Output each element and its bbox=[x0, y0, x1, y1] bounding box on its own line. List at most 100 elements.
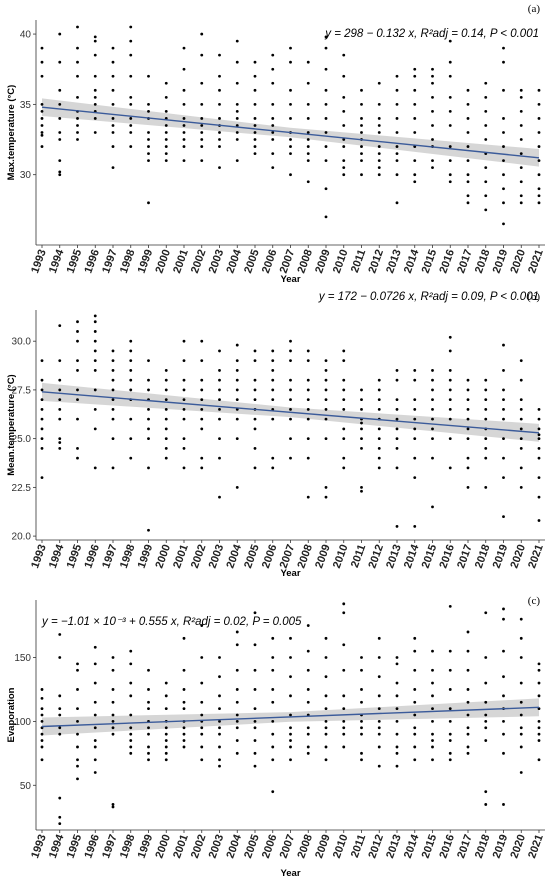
data-point bbox=[360, 489, 363, 493]
data-point bbox=[235, 39, 239, 43]
data-point bbox=[413, 456, 417, 460]
data-point bbox=[537, 427, 541, 431]
data-point bbox=[58, 398, 62, 402]
data-point bbox=[413, 74, 417, 78]
data-point bbox=[502, 803, 505, 806]
data-point bbox=[519, 194, 523, 198]
data-point bbox=[289, 388, 292, 392]
data-point bbox=[147, 668, 150, 672]
data-point bbox=[342, 173, 346, 177]
data-point bbox=[306, 700, 310, 704]
data-point bbox=[466, 180, 470, 184]
data-point bbox=[484, 790, 488, 794]
data-point bbox=[431, 378, 434, 382]
data-point bbox=[377, 707, 381, 711]
data-point bbox=[431, 417, 434, 421]
data-point bbox=[58, 388, 62, 392]
panel-label: (b) bbox=[527, 291, 540, 303]
panel-label: (a) bbox=[528, 3, 541, 15]
data-point bbox=[58, 713, 62, 717]
data-point bbox=[289, 713, 292, 717]
data-point bbox=[235, 60, 239, 64]
data-point bbox=[235, 485, 239, 489]
data-point bbox=[271, 53, 275, 57]
data-point bbox=[40, 696, 44, 700]
data-point bbox=[395, 466, 399, 470]
data-point bbox=[431, 719, 434, 723]
data-point bbox=[93, 681, 97, 685]
y-axis-label: Evaporation bbox=[6, 687, 17, 742]
data-point bbox=[466, 427, 470, 431]
data-point bbox=[218, 388, 221, 392]
data-point bbox=[182, 707, 186, 711]
data-point bbox=[182, 159, 186, 163]
data-point bbox=[76, 95, 79, 99]
data-point bbox=[342, 145, 346, 148]
data-point bbox=[466, 732, 470, 736]
data-point bbox=[253, 152, 257, 155]
data-point bbox=[306, 751, 310, 755]
data-point bbox=[448, 417, 452, 421]
data-point bbox=[58, 707, 62, 711]
data-point bbox=[271, 102, 275, 106]
data-point bbox=[448, 60, 452, 64]
data-point bbox=[537, 408, 541, 411]
data-point bbox=[147, 466, 150, 470]
y-tick-label: 35 bbox=[20, 100, 32, 111]
data-point bbox=[502, 388, 505, 392]
data-point bbox=[519, 88, 523, 92]
data-point bbox=[235, 388, 239, 392]
data-point bbox=[377, 81, 381, 85]
data-point bbox=[413, 173, 417, 177]
data-point bbox=[271, 378, 275, 382]
data-point bbox=[484, 681, 488, 685]
data-point bbox=[484, 208, 488, 212]
regression-line bbox=[41, 706, 540, 728]
data-point bbox=[448, 758, 452, 762]
data-point bbox=[395, 398, 399, 402]
data-point bbox=[377, 145, 381, 148]
data-point bbox=[218, 408, 221, 411]
data-point bbox=[147, 700, 150, 704]
data-point bbox=[58, 633, 62, 636]
data-point bbox=[58, 417, 62, 421]
data-point bbox=[76, 117, 79, 120]
data-point bbox=[147, 437, 150, 441]
data-point bbox=[484, 437, 488, 441]
data-point bbox=[306, 624, 310, 627]
data-point bbox=[502, 46, 505, 50]
data-point bbox=[342, 643, 346, 647]
data-point bbox=[519, 745, 523, 749]
data-point bbox=[93, 339, 97, 343]
data-point bbox=[93, 39, 97, 43]
data-point bbox=[466, 456, 470, 460]
data-point bbox=[164, 145, 168, 148]
data-point bbox=[76, 719, 79, 723]
data-point bbox=[431, 388, 434, 392]
data-point bbox=[289, 417, 292, 421]
data-point bbox=[253, 707, 257, 711]
data-point bbox=[448, 349, 452, 353]
data-point bbox=[360, 700, 363, 704]
data-point bbox=[93, 131, 97, 134]
x-tick-label: 2021 bbox=[526, 248, 546, 275]
data-point bbox=[147, 102, 150, 106]
data-point bbox=[537, 194, 541, 198]
data-point bbox=[360, 398, 363, 402]
data-point bbox=[76, 369, 79, 372]
data-point bbox=[306, 417, 310, 421]
data-point bbox=[40, 476, 44, 480]
data-point bbox=[182, 417, 186, 421]
data-point bbox=[58, 159, 62, 163]
data-point bbox=[395, 681, 399, 685]
data-point bbox=[164, 758, 168, 762]
data-point bbox=[200, 417, 204, 421]
data-point bbox=[93, 74, 97, 78]
data-point bbox=[431, 81, 434, 85]
data-point bbox=[129, 145, 133, 148]
data-point bbox=[377, 466, 381, 470]
data-point bbox=[484, 446, 488, 450]
data-point bbox=[111, 668, 115, 672]
data-point bbox=[76, 388, 79, 392]
